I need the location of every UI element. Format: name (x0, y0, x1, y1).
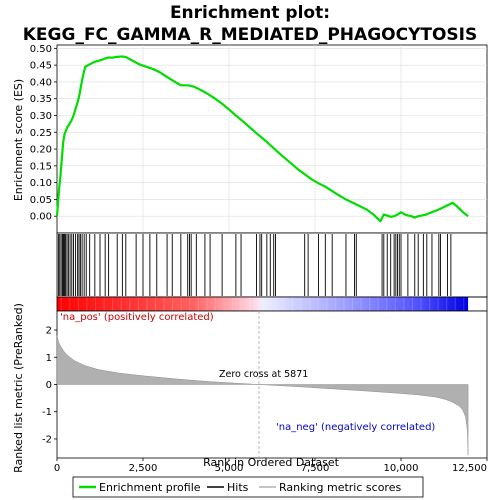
negative-correlation-label: 'na_neg' (negatively correlated) (276, 422, 435, 433)
bottom-y-tick-label: 1 (46, 353, 52, 364)
rank-heatmap-panel (56, 296, 488, 312)
bottom-y-tick-label: 2 (46, 326, 52, 337)
hits-panel (56, 232, 488, 298)
bottom-y-tick-label: -2 (42, 434, 52, 445)
x-tick-label: 2,500 (129, 463, 158, 474)
top-y-tick-label: 0.50 (30, 44, 52, 55)
legend-label-hits: Hits (227, 481, 249, 494)
top-y-tick-label: 0.10 (30, 178, 52, 189)
top-y-tick-label: 0.00 (30, 212, 52, 223)
x-tick-label: 5,000 (215, 463, 244, 474)
top-y-tick-label: 0.40 (30, 77, 52, 88)
top-y-tick-label: 0.25 (30, 128, 52, 139)
ranking-metric-area (56, 335, 469, 456)
ranked-metric-panel: -2 -1 0 1 2 0 2,500 5,000 7,500 10,000 12,500 'na… (12, 303, 488, 474)
bottom-y-tick-label: -1 (42, 407, 52, 418)
heatmap-stripes (60, 297, 465, 311)
positive-correlation-label: 'na_pos' (positively correlated) (60, 312, 214, 323)
top-y-tick-label: 0.20 (30, 145, 52, 156)
top-y-tick-label: 0.05 (30, 195, 52, 206)
enrichment-profile-line (55, 55, 469, 223)
ranking-metric-series (56, 335, 469, 456)
chart-title-line2: KEGG_FC_GAMMA_R_MEDIATED_PHAGOCYTOSIS (23, 25, 478, 45)
hits-panel-frame (56, 232, 488, 298)
x-tick-label: 10,000 (384, 463, 419, 474)
top-y-tick-label: 0.35 (30, 94, 52, 105)
legend-frame (72, 476, 424, 498)
rank-heatmap-bar (57, 297, 469, 311)
bottom-y-tick-label: 0 (46, 380, 52, 391)
x-tick-label: 0 (54, 463, 60, 474)
legend-label-metric: Ranking metric scores (279, 481, 401, 494)
x-tick-label: 7,500 (301, 463, 330, 474)
x-axis-label: Rank in Ordered Dataset (203, 456, 340, 469)
top-panel-frame (56, 44, 488, 234)
top-panel-y-ticks: 0.00 0.05 0.10 0.15 0.20 0.25 0.30 0.35 0.40 0.45… (30, 44, 57, 223)
chart-title-line1: Enrichment plot: (170, 3, 330, 23)
x-tick-label: 12,500 (452, 463, 487, 474)
top-panel-grid (57, 45, 487, 233)
enrichment-profile-series (55, 55, 469, 223)
top-y-tick-label: 0.15 (30, 161, 52, 172)
legend-label-enrichment: Enrichment profile (99, 481, 201, 494)
hit-markers (57, 234, 452, 296)
bottom-panel-x-ticks: 0 2,500 5,000 7,500 10,000 12,500 (54, 458, 488, 474)
zero-cross-label: Zero cross at 5871 (219, 369, 308, 380)
bottom-panel-y-ticks: -2 -1 0 1 2 (42, 326, 57, 445)
top-y-tick-label: 0.30 (30, 111, 52, 122)
bottom-panel-y-label: Ranked list metric (PreRanked) (12, 303, 25, 473)
enrichment-score-panel: 0.00 0.05 0.10 0.15 0.20 0.25 0.30 0.35 0.40 0.45… (12, 44, 488, 234)
top-panel-y-label: Enrichment score (ES) (12, 79, 25, 201)
legend: Enrichment profile Hits Ranking metric s… (72, 476, 424, 498)
top-y-tick-label: 0.45 (30, 61, 52, 72)
